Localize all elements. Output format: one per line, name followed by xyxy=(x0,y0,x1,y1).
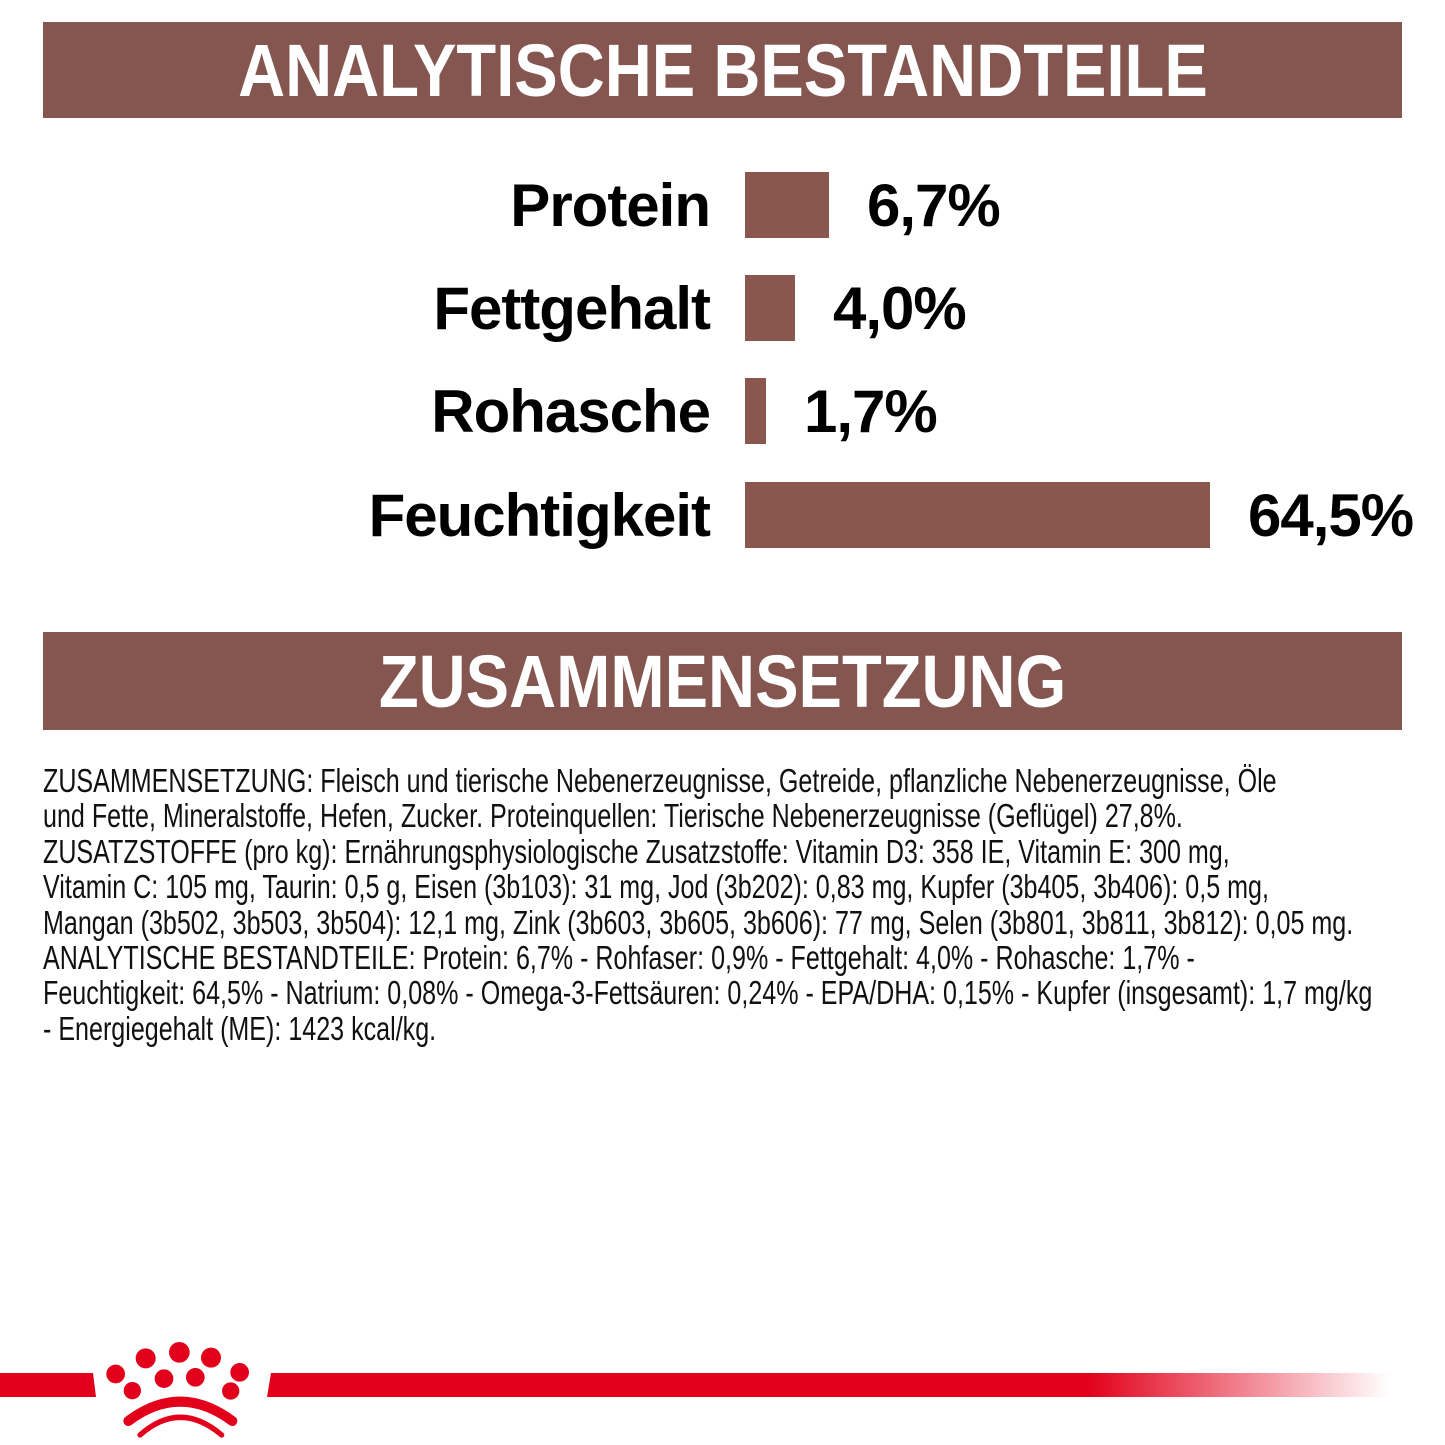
nutrient-bar xyxy=(745,378,766,444)
nutrient-value: 4,0% xyxy=(833,274,967,342)
nutrient-bar-chart: Protein 6,7% Fettgehalt 4,0% Rohasche 1,… xyxy=(0,0,1445,620)
composition-header-title: ZUSAMMENSETZUNG xyxy=(378,639,1067,723)
text-line: ZUSAMMENSETZUNG: Fleisch und tierische N… xyxy=(43,762,1277,799)
nutrient-bar xyxy=(745,482,1210,548)
composition-text-block: ZUSAMMENSETZUNG: Fleisch und tierische N… xyxy=(43,762,1423,1047)
nutrient-value: 64,5% xyxy=(1248,481,1414,549)
nutrient-label: Protein xyxy=(510,171,711,239)
chart-row-fettgehalt: Fettgehalt 4,0% xyxy=(0,274,967,342)
text-line: Feuchtigkeit: 64,5% - Natrium: 0,08% - O… xyxy=(43,974,1373,1012)
nutrient-value: 6,7% xyxy=(867,171,1001,239)
nutrient-value: 1,7% xyxy=(804,377,938,445)
text-line: und Fette, Mineralstoffe, Hefen, Zucker.… xyxy=(43,797,1183,835)
royal-canin-crown-icon xyxy=(95,1335,275,1445)
nutrient-label: Fettgehalt xyxy=(433,274,711,342)
text-line: Mangan (3b502, 3b503, 3b504): 12,1 mg, Z… xyxy=(43,903,1354,941)
text-line: - Energiegehalt (ME): 1423 kcal/kg. xyxy=(43,1009,437,1047)
chart-row-feuchtigkeit: Feuchtigkeit 64,5% xyxy=(0,481,1415,549)
chart-row-rohasche: Rohasche 1,7% xyxy=(0,377,938,445)
analytical-header-title: ANALYTISCHE BESTANDTEILE xyxy=(237,28,1208,112)
chart-row-protein: Protein 6,7% xyxy=(0,171,1001,239)
analytical-header-bar: ANALYTISCHE BESTANDTEILE xyxy=(43,22,1402,118)
nutrient-bar xyxy=(745,275,795,341)
composition-header-bar: ZUSAMMENSETZUNG xyxy=(43,632,1402,730)
text-line: ZUSATZSTOFFE (pro kg): Ernährungsphysiol… xyxy=(43,832,1230,870)
brand-divider-left xyxy=(0,1373,96,1397)
text-line: ANALYTISCHE BESTANDTEILE: Protein: 6,7% … xyxy=(43,939,1195,977)
nutrient-bar xyxy=(745,172,829,238)
text-line: Vitamin C: 105 mg, Taurin: 0,5 g, Eisen … xyxy=(43,868,1269,906)
brand-divider-right xyxy=(267,1373,1390,1397)
nutrient-label: Rohasche xyxy=(431,377,711,445)
nutrient-label: Feuchtigkeit xyxy=(368,481,711,549)
